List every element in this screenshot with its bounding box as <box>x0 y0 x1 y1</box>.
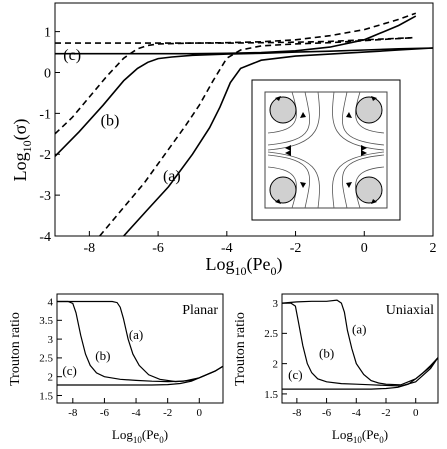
main-series-2-solid <box>54 47 434 157</box>
roller-bottom-left-icon <box>269 176 297 204</box>
uniaxial-title: Uniaxial <box>386 303 434 318</box>
planar-x-tick-label: -8 <box>68 407 78 419</box>
uniaxial-curve-label: (b) <box>319 346 334 361</box>
main-x-tick-label: -8 <box>84 241 96 256</box>
main-y-label: Log10(σ) <box>10 119 34 182</box>
main-curve-labels: (a) (b) (c) <box>63 47 180 185</box>
planar-y-tick-label: 2 <box>48 372 54 384</box>
uniaxial-chart: -8 -6 -4 -2 0 1.5 2 2.5 3 (a) (b) (c) Uniaxial Tr… <box>233 293 439 445</box>
planar-curve-label: (b) <box>95 348 110 363</box>
planar-y-ticks: 1.5 2 2.5 3 3.5 4 <box>39 296 62 402</box>
roller-top-left-icon <box>269 96 297 124</box>
main-y-tick-label: 0 <box>44 66 51 81</box>
planar-plot-frame <box>56 293 224 404</box>
uniaxial-x-tick-label: -2 <box>381 407 390 419</box>
main-y-tick-label: -3 <box>39 189 51 204</box>
uniaxial-x-ticks: -8 -6 -4 -2 0 <box>292 398 419 419</box>
uniaxial-series-2-solid <box>282 357 439 390</box>
uniaxial-x-label: Log10(Pe0) <box>332 427 388 445</box>
planar-x-tick-label: -2 <box>163 407 172 419</box>
main-series-3-dashed <box>54 36 413 135</box>
inset-streamlines <box>267 91 385 209</box>
planar-chart: -8 -6 -4 -2 0 1.522.533.54 (a)(b)(c) Planar … <box>8 293 224 445</box>
main-y-tick-label: -1 <box>39 107 51 122</box>
roller-top-right-icon <box>355 96 383 124</box>
uniaxial-x-tick-label: -8 <box>292 407 302 419</box>
planar-x-ticks: -8 -6 -4 -2 0 <box>68 398 203 419</box>
planar-x-tick-label: -4 <box>131 407 141 419</box>
main-y-tick-label: 1 <box>44 26 51 41</box>
planar-y-tick-label: 3 <box>48 334 54 346</box>
uniaxial-curve-label: (a) <box>352 321 366 336</box>
inset-rollers <box>269 96 383 204</box>
main-x-tick-label: -4 <box>221 241 233 256</box>
uniaxial-y-tick-label: 2 <box>273 358 279 370</box>
planar-y-tick-label: 1.5 <box>39 390 53 402</box>
uniaxial-x-tick-label: -6 <box>322 407 332 419</box>
planar-x-tick-label: -6 <box>100 407 110 419</box>
uniaxial-y-ticks: 1.5 2 2.5 3 <box>264 298 287 401</box>
flow-inset <box>251 79 401 221</box>
main-x-tick-label: 0 <box>361 241 368 256</box>
main-x-tick-label: -6 <box>152 241 164 256</box>
planar-x-label: Log10(Pe0) <box>112 427 168 445</box>
main-x-ticks: -8 -6 -4 -2 0 2 <box>84 231 437 256</box>
planar-y-tick-label: 4 <box>48 296 54 308</box>
uniaxial-curve-labels: (a) (b) (c) <box>288 321 366 381</box>
planar-series-2-solid <box>57 365 224 386</box>
uniaxial-series-group <box>281 299 439 390</box>
uniaxial-series-0-solid <box>281 299 439 386</box>
main-series-5-dashed <box>99 36 413 237</box>
uniaxial-y-label: Trouton ratio <box>233 312 248 386</box>
uniaxial-x-tick-label: -4 <box>352 407 362 419</box>
main-x-tick-label: 2 <box>430 241 437 256</box>
inset-roller-arrows <box>275 96 377 204</box>
planar-series-1-solid <box>57 300 224 383</box>
planar-y-label: Trouton ratio <box>8 312 23 386</box>
uniaxial-y-tick-label: 1.5 <box>264 389 278 401</box>
uniaxial-curve-label: (c) <box>288 367 302 382</box>
planar-y-tick-label: 3.5 <box>39 315 53 327</box>
main-series-0-solid <box>55 15 417 55</box>
main-curve-label: (b) <box>101 113 120 130</box>
uniaxial-x-tick-label: 0 <box>413 407 419 419</box>
main-curve-label: (c) <box>63 47 81 64</box>
planar-x-tick-label: 0 <box>197 407 203 419</box>
roller-bottom-right-icon <box>355 176 383 204</box>
main-curve-label: (a) <box>163 168 181 185</box>
main-series-4-solid <box>123 47 434 237</box>
main-x-tick-label: -2 <box>290 241 302 256</box>
planar-curve-label: (a) <box>129 327 143 342</box>
planar-title: Planar <box>182 303 218 318</box>
main-x-label: Log10(Pe0) <box>206 254 283 278</box>
main-series-group <box>54 12 434 237</box>
planar-curve-label: (c) <box>62 363 76 378</box>
main-series-1-dashed <box>55 12 417 44</box>
planar-curve-labels: (a) (b) (c) <box>62 327 143 378</box>
main-chart: -8 -6 -4 -2 0 2 -4 -3 -2 -1 0 1 (a) (b) (c) <box>10 2 437 278</box>
main-plot-frame <box>54 2 434 237</box>
main-y-ticks: -4 -3 -2 -1 0 1 <box>39 26 60 245</box>
uniaxial-y-tick-label: 3 <box>273 298 279 310</box>
uniaxial-plot-frame <box>281 293 439 404</box>
inset-inner-frame <box>264 91 388 209</box>
main-y-tick-label: -2 <box>39 148 51 163</box>
planar-y-tick-label: 2.5 <box>39 353 53 365</box>
inset-arrowheads <box>285 112 367 188</box>
main-y-tick-label: -4 <box>39 230 51 245</box>
planar-series-group <box>57 300 224 386</box>
uniaxial-y-tick-label: 2.5 <box>264 328 278 340</box>
